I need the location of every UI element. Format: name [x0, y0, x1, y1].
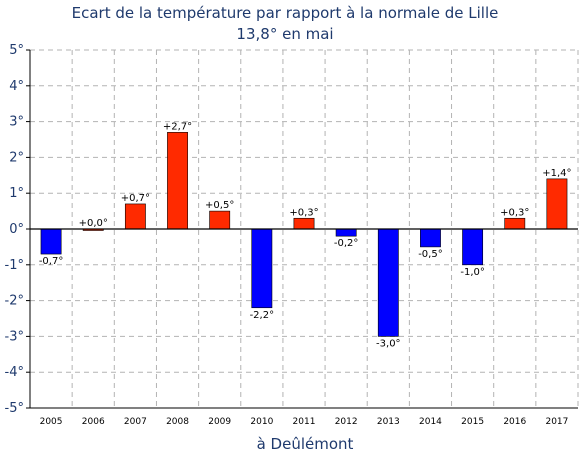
x-tick-label-2016: 2016 — [503, 417, 526, 427]
data-label-2017: +1,4° — [542, 168, 571, 179]
bar-2012 — [335, 228, 357, 237]
axes — [29, 50, 578, 409]
bar-2008 — [167, 132, 188, 230]
x-tick-label-2017: 2017 — [545, 417, 568, 427]
data-label-2007: +0,7° — [121, 193, 150, 204]
x-axis-ticks: 2005 2006 2007 2008 2009 2010 2011 2012 2013 2014… — [40, 417, 569, 427]
x-tick-label-2005: 2005 — [40, 417, 63, 427]
chart-subtitle: 13,8° en mai — [236, 25, 333, 43]
bar-2016 — [504, 217, 526, 230]
bar-2013 — [377, 228, 399, 337]
x-tick-label-2012: 2012 — [335, 417, 358, 427]
chart-title: Ecart de la température par rapport à la… — [72, 4, 499, 22]
bar-2017 — [546, 178, 568, 230]
bar-2015 — [462, 228, 484, 266]
y-tick-label: -4° — [5, 365, 24, 380]
y-tick-label: 2° — [9, 150, 24, 165]
data-label-2008: +2,7° — [163, 121, 192, 132]
y-tick-label: 5° — [9, 43, 24, 58]
x-tick-label-2009: 2009 — [208, 417, 231, 427]
x-tick-label-2015: 2015 — [461, 417, 484, 427]
y-tick-label: -2° — [5, 294, 24, 309]
x-tick-label-2007: 2007 — [124, 417, 147, 427]
data-label-2015: -1,0° — [460, 267, 485, 278]
data-label-2016: +0,3° — [500, 207, 529, 218]
data-label-2009: +0,5° — [205, 200, 234, 211]
data-label-2011: +0,3° — [289, 207, 318, 218]
data-labels: -0,7° +0,0° +0,7° +2,7° +0,5° -2,2° +0,3° -0,2°… — [39, 121, 572, 349]
bar-2011 — [293, 217, 315, 230]
data-label-2013: -3,0° — [376, 338, 401, 349]
x-tick-label-2006: 2006 — [82, 417, 105, 427]
y-axis-ticks: 5° 4° 3° 2° 1° 0° -1° -2° -3° -4° -5° — [5, 43, 30, 416]
data-label-2006: +0,0° — [79, 218, 108, 229]
x-axis-label: à Deûlémont — [257, 435, 354, 453]
bar-2005 — [40, 228, 62, 255]
y-tick-label: 0° — [9, 222, 24, 237]
gridlines — [30, 49, 579, 409]
x-tick-label-2008: 2008 — [166, 417, 189, 427]
x-tick-label-2013: 2013 — [377, 417, 400, 427]
data-label-2010: -2,2° — [250, 310, 275, 321]
y-tick-label: 4° — [9, 79, 24, 94]
x-tick-label-2011: 2011 — [293, 417, 316, 427]
bar-2007 — [124, 203, 146, 230]
data-label-2014: -0,5° — [418, 249, 443, 260]
data-label-2005: -0,7° — [39, 256, 64, 267]
bar-2009 — [209, 210, 231, 230]
y-tick-label: 1° — [9, 186, 24, 201]
y-tick-label: 3° — [9, 115, 24, 130]
y-tick-label: -5° — [5, 401, 24, 416]
y-tick-label: -3° — [5, 329, 24, 344]
x-tick-label-2014: 2014 — [419, 417, 442, 427]
y-tick-label: -1° — [5, 258, 24, 273]
bars — [40, 132, 568, 337]
x-tick-label-2010: 2010 — [250, 417, 273, 427]
data-label-2012: -0,2° — [334, 238, 359, 249]
bar-2014 — [420, 228, 441, 248]
bar-2010 — [251, 228, 273, 309]
